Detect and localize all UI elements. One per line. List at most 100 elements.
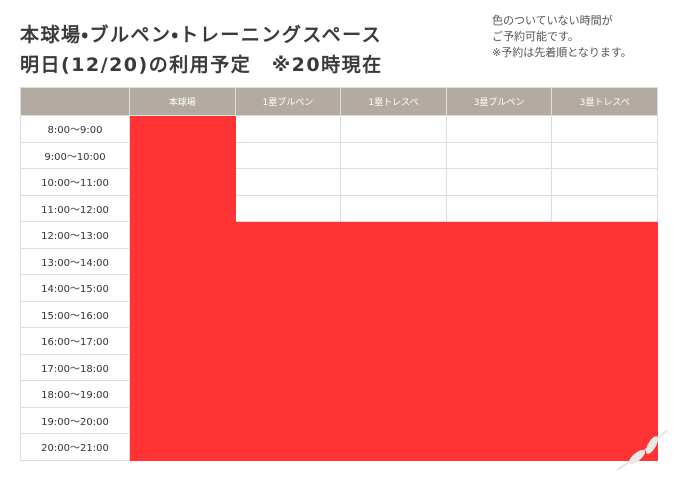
booked-slot [129, 327, 236, 355]
table-row: 14:00〜15:00 [20, 274, 658, 302]
note-line: ご予約可能です。 [492, 30, 579, 43]
open-slot [551, 194, 658, 222]
table-row: 18:00〜19:00 [20, 380, 658, 408]
time-label: 9:00〜10:00 [20, 141, 130, 169]
booked-slot [551, 406, 658, 434]
note-line: ※予約は先着順となります。 [492, 46, 632, 59]
column-header: 本球場 [129, 87, 236, 116]
corner-cell [20, 87, 130, 116]
schedule-table: 本球場 1塁ブルペン 1塁トレスペ 3塁ブルペン 3塁トレスペ 8:00〜9:00 9:00… [20, 87, 658, 461]
open-slot [340, 141, 447, 169]
booked-slot [445, 353, 553, 381]
time-label: 19:00〜20:00 [20, 406, 130, 434]
booked-slot [445, 433, 553, 461]
booked-slot [129, 406, 236, 434]
booked-slot [129, 380, 236, 408]
booked-slot [551, 221, 658, 249]
open-slot [234, 194, 342, 222]
open-slot [340, 115, 447, 143]
booked-slot [234, 300, 342, 328]
table-row: 15:00〜16:00 [20, 300, 658, 328]
open-slot [445, 168, 553, 196]
booked-slot [551, 327, 658, 355]
column-header: 1塁ブルペン [234, 87, 342, 116]
open-slot [340, 194, 447, 222]
time-label: 10:00〜11:00 [20, 168, 130, 196]
booked-slot [234, 433, 342, 461]
booked-slot [129, 353, 236, 381]
booked-slot [129, 247, 236, 275]
table-row: 19:00〜20:00 [20, 406, 658, 434]
open-slot [234, 168, 342, 196]
title-line: 明日(12/20)の利用予定 ※20時現在 [20, 54, 383, 76]
booked-slot [129, 168, 236, 196]
open-slot [551, 141, 658, 169]
booked-slot [445, 247, 553, 275]
table-row: 20:00〜21:00 [20, 433, 658, 461]
booked-slot [234, 406, 342, 434]
booked-slot [234, 380, 342, 408]
time-label: 17:00〜18:00 [20, 353, 130, 381]
open-slot [445, 141, 553, 169]
note-line: 色のついていない時間が [492, 14, 613, 27]
booked-slot [340, 327, 447, 355]
leaf-decoration [616, 429, 668, 471]
booked-slot [234, 353, 342, 381]
booked-slot [340, 247, 447, 275]
time-label: 12:00〜13:00 [20, 221, 130, 249]
booked-slot [129, 194, 236, 222]
booked-slot [445, 327, 553, 355]
time-label: 15:00〜16:00 [20, 300, 130, 328]
open-slot [551, 115, 658, 143]
open-slot [234, 115, 342, 143]
time-label: 8:00〜9:00 [20, 115, 130, 143]
booked-slot [129, 115, 236, 143]
booked-slot [340, 380, 447, 408]
booked-slot [340, 274, 447, 302]
time-label: 16:00〜17:00 [20, 327, 130, 355]
booked-slot [340, 221, 447, 249]
time-label: 11:00〜12:00 [20, 194, 130, 222]
booked-slot [551, 300, 658, 328]
open-slot [340, 168, 447, 196]
table-row: 12:00〜13:00 [20, 221, 658, 249]
table-row: 10:00〜11:00 [20, 168, 658, 196]
booked-slot [234, 247, 342, 275]
booked-slot [234, 327, 342, 355]
booked-slot [340, 406, 447, 434]
booked-slot [445, 406, 553, 434]
open-slot [234, 141, 342, 169]
open-slot [445, 115, 553, 143]
booked-slot [340, 433, 447, 461]
column-header: 1塁トレスペ [340, 87, 447, 116]
table-row: 11:00〜12:00 [20, 194, 658, 222]
table-row: 9:00〜10:00 [20, 141, 658, 169]
booked-slot [445, 221, 553, 249]
booked-slot [551, 353, 658, 381]
time-label: 13:00〜14:00 [20, 247, 130, 275]
booked-slot [551, 274, 658, 302]
table-row: 16:00〜17:00 [20, 327, 658, 355]
booked-slot [445, 300, 553, 328]
booked-slot [445, 380, 553, 408]
booked-slot [340, 353, 447, 381]
open-slot [445, 194, 553, 222]
time-label: 14:00〜15:00 [20, 274, 130, 302]
title-line: 本球場・ブルペン・トレーニングスペース [20, 24, 383, 46]
booked-slot [234, 274, 342, 302]
booked-slot [129, 274, 236, 302]
booked-slot [129, 221, 236, 249]
table-row: 17:00〜18:00 [20, 353, 658, 381]
booked-slot [551, 380, 658, 408]
time-label: 20:00〜21:00 [20, 433, 130, 461]
booked-slot [445, 274, 553, 302]
table-row: 13:00〜14:00 [20, 247, 658, 275]
booked-slot [129, 141, 236, 169]
booked-slot [234, 221, 342, 249]
booked-slot [340, 300, 447, 328]
booked-slot [129, 300, 236, 328]
booked-slot [551, 247, 658, 275]
booked-slot [129, 433, 236, 461]
open-slot [551, 168, 658, 196]
